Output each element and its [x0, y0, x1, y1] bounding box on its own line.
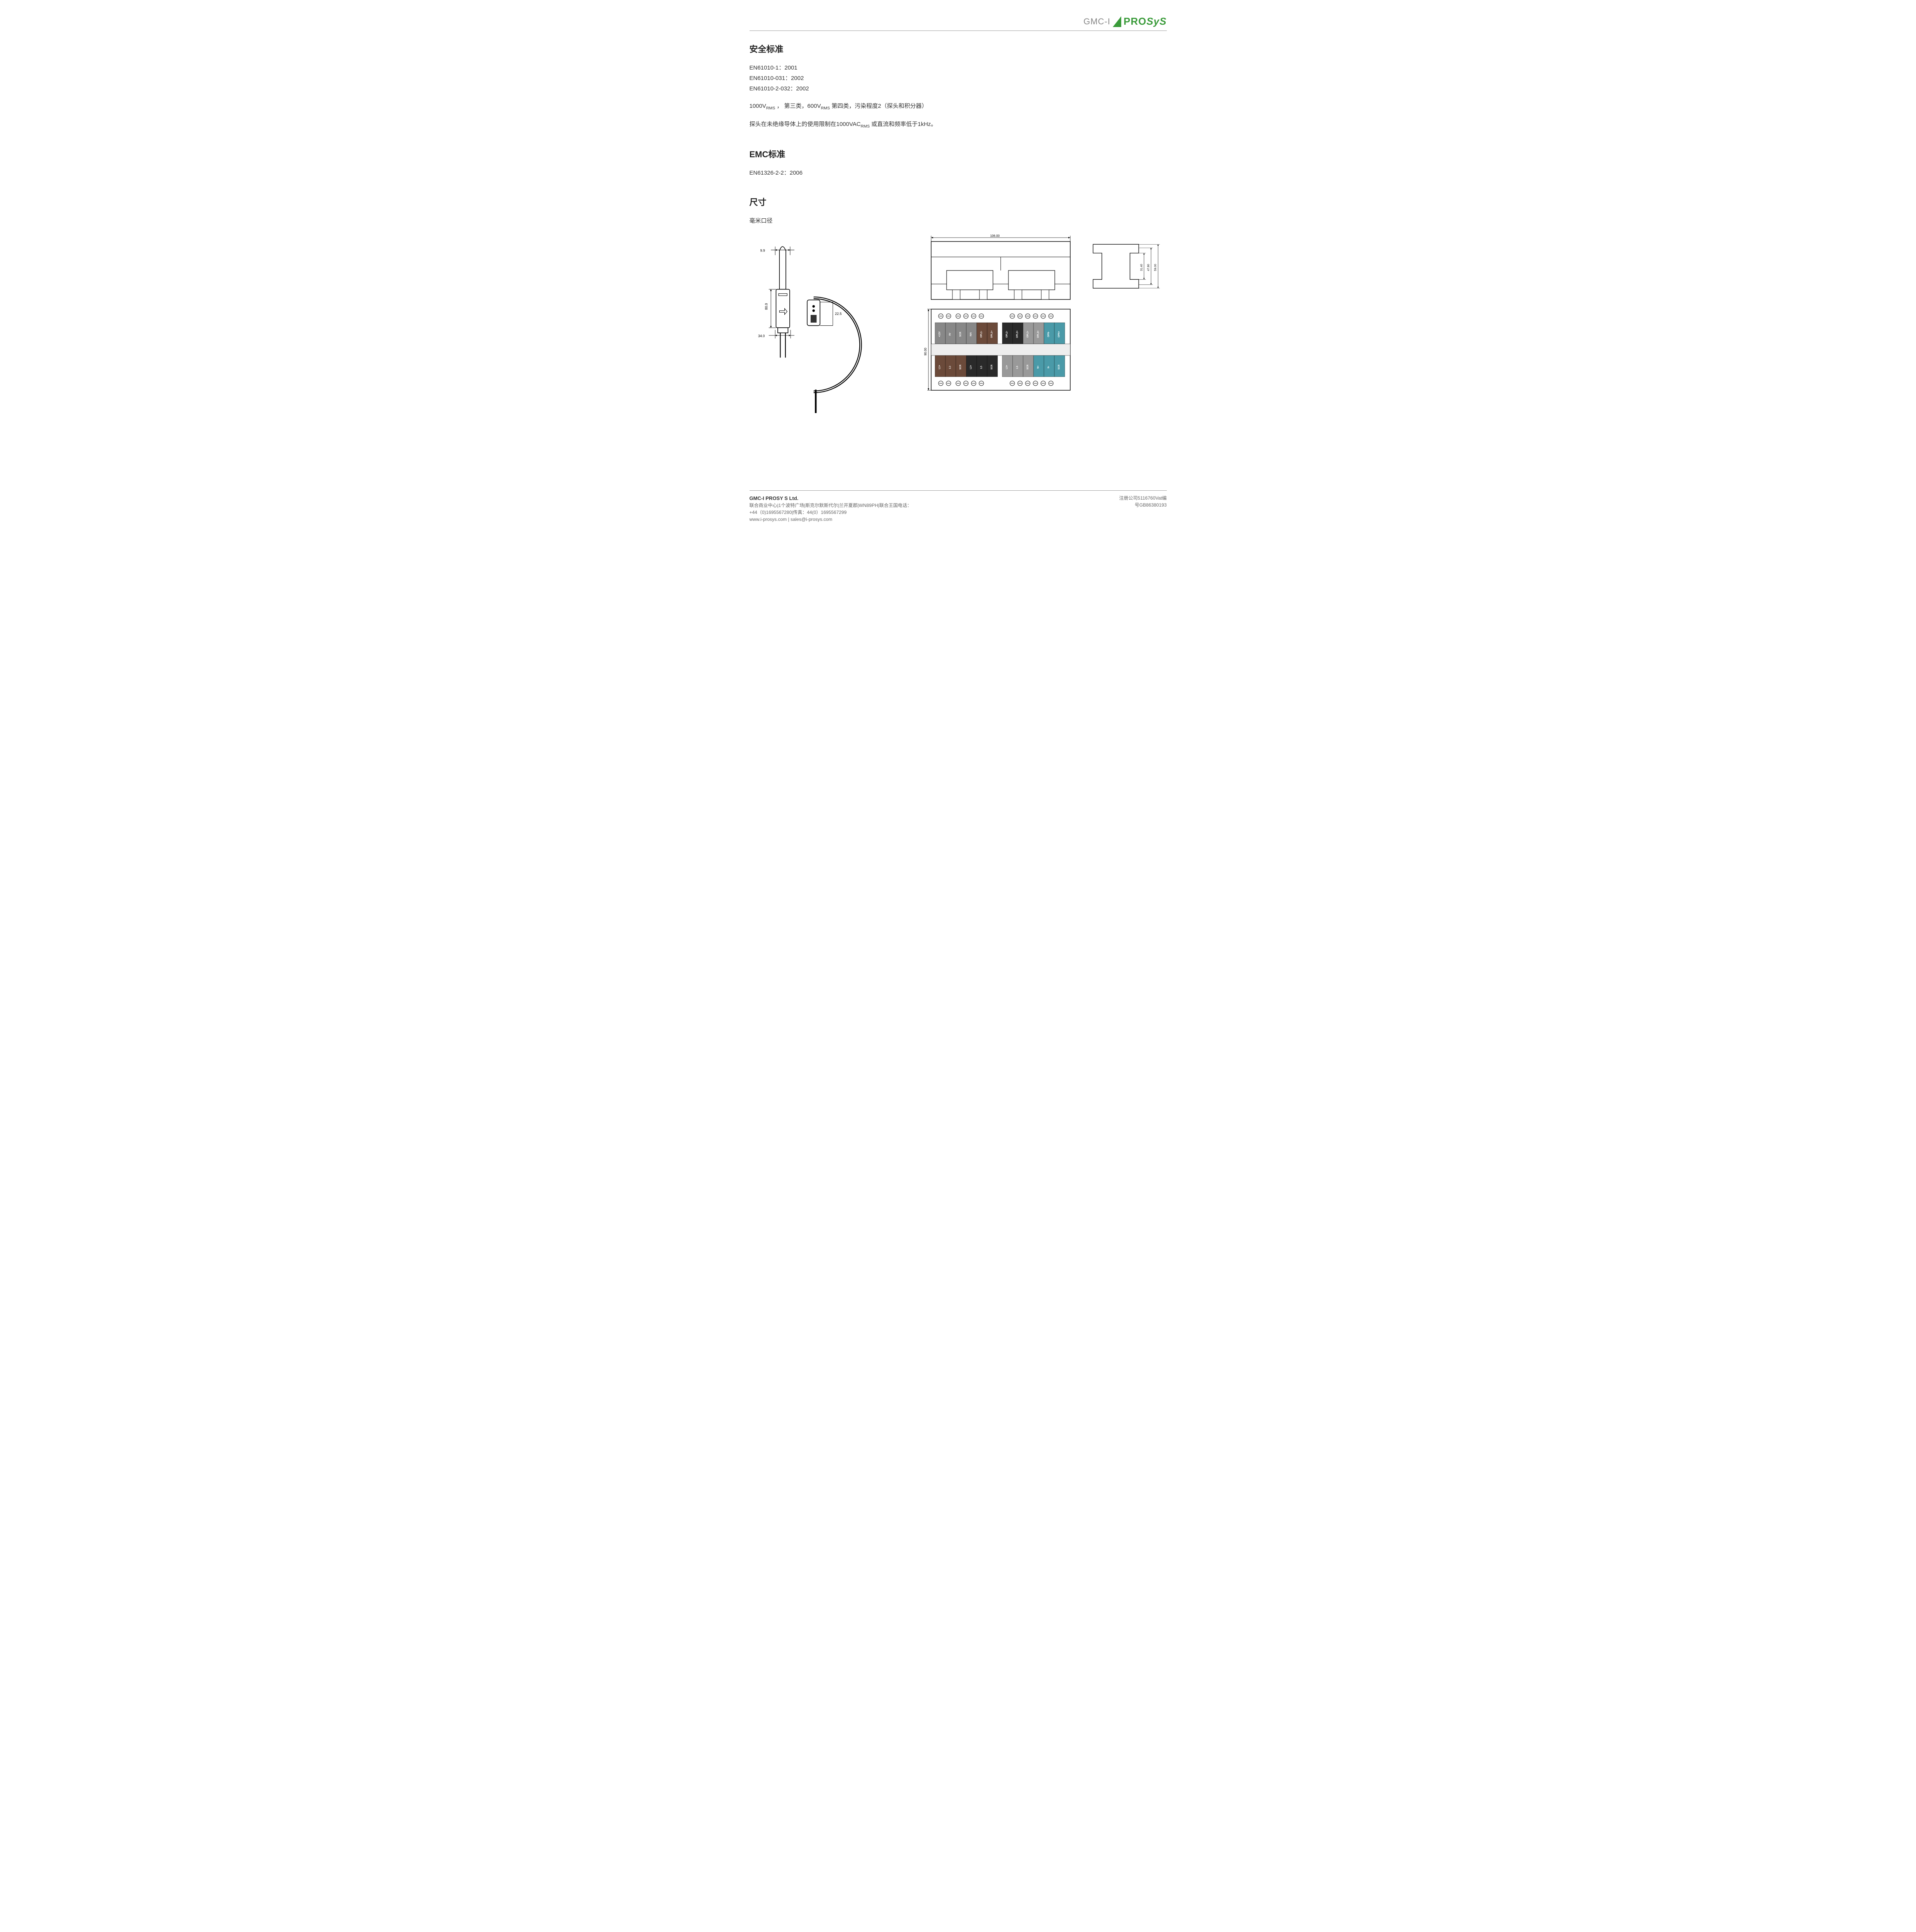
rating-mid: ， 第三类，600V: [775, 103, 821, 109]
safety-usage: 探头在未绝缘导体上的使用限制在1000VACRMS 或直流和频率低于1kHz。: [750, 119, 1167, 130]
dim-top: 9.9: [760, 248, 765, 252]
page-header: GMC-I PROSyS: [750, 15, 1167, 31]
rating-prefix: 1000V: [750, 103, 766, 109]
dim-connector: 22.5: [835, 312, 842, 316]
emc-title: EMC标准: [750, 148, 1167, 160]
logo-pro: PRO: [1124, 15, 1146, 27]
dimensions-section: 尺寸 毫米口径 22.5: [750, 196, 1167, 413]
usage-suffix: 或直流和频率低于1kHz。: [870, 121, 937, 128]
svg-text:OPN+: OPN+: [1058, 331, 1060, 337]
footer-right: 注册公司5116760Vat编 号GB86380193: [1119, 495, 1167, 523]
dim-module-width: 106.00: [990, 234, 1000, 238]
svg-text:N/A: N/A: [970, 332, 972, 336]
footer-reg1: 注册公司5116760Vat编: [1119, 495, 1167, 502]
diagram-row: 22.5 9.9: [750, 234, 1167, 413]
svg-text:OPN-: OPN-: [1047, 331, 1050, 337]
svg-text:L2-: L2-: [980, 365, 983, 369]
footer-phone: +44（0)1695567280|传真：44(0）1695567299: [750, 509, 912, 516]
svg-text:N-: N-: [1047, 366, 1050, 368]
safety-line-1: EN61010-1：2001: [750, 63, 1167, 73]
footer-left: GMC-I PROSY S Ltd. 联合商业中心|1个波特广场|斯克尔默斯代尔…: [750, 495, 912, 523]
rating-sub2: RMS: [821, 106, 830, 111]
safety-section: 安全标准 EN61010-1：2001 EN61010-031：2002 EN6…: [750, 43, 1167, 130]
probe-diagram: 22.5 9.9: [750, 234, 912, 413]
emc-line: EN61326-2-2：2006: [750, 168, 1167, 178]
svg-text:OPL3-: OPL3-: [1027, 331, 1029, 338]
safety-rating: 1000VRMS ， 第三类，600VRMS 第四类，污染程度2（探头和积分器）: [750, 101, 1167, 112]
usage-prefix: 探头在未绝缘导体上的使用限制在1000VAC: [750, 121, 861, 128]
dim-base: 34.0: [758, 334, 765, 338]
module-diagram: 106.00: [920, 234, 1082, 404]
svg-text:SCR: SCR: [1058, 364, 1060, 369]
svg-text:L3+: L3+: [1006, 365, 1008, 369]
svg-text:L3-: L3-: [1016, 365, 1018, 369]
dim-title: 尺寸: [750, 196, 1167, 208]
safety-line-2: EN61010-031：2002: [750, 73, 1167, 83]
logo-triangle-icon: [1113, 16, 1121, 27]
dim-side-2: 47.80: [1146, 264, 1150, 271]
svg-text:L1+: L1+: [938, 365, 941, 369]
dim-module-height: 90.00: [924, 347, 927, 355]
svg-text:L1-: L1-: [949, 365, 951, 369]
emc-section: EMC标准 EN61326-2-2：2006: [750, 148, 1167, 178]
svg-text:OPL2-: OPL2-: [1006, 331, 1008, 338]
dim-side-3: 59.00: [1153, 264, 1157, 271]
rating-suffix: 第四类，污染程度2（探头和积分器）: [830, 103, 928, 109]
svg-text:OPL2+: OPL2+: [1016, 330, 1018, 338]
usage-sub: RMS: [861, 124, 870, 129]
logo-prosys-text: PROSyS: [1124, 15, 1167, 27]
dim-height: 80.0: [764, 303, 768, 310]
svg-text:SCR: SCR: [1027, 364, 1029, 369]
safety-title: 安全标准: [750, 43, 1167, 55]
logo-gmc-text: GMC-I: [1083, 17, 1110, 27]
svg-text:0V: 0V: [949, 333, 951, 335]
side-diagram: 31.40 47.80 59.00: [1090, 234, 1167, 304]
dim-side-1: 31.40: [1139, 264, 1143, 271]
svg-text:OPL1-: OPL1-: [980, 331, 983, 338]
page-footer: GMC-I PROSY S Ltd. 联合商业中心|1个波特广场|斯克尔默斯代尔…: [750, 490, 1167, 523]
svg-text:N+: N+: [1037, 365, 1039, 368]
svg-text:+12V: +12V: [938, 332, 941, 337]
footer-reg2: 号GB86380193: [1119, 502, 1167, 509]
dim-subtitle: 毫米口径: [750, 216, 1167, 226]
svg-text:OPL1+: OPL1+: [991, 330, 993, 338]
svg-text:SCR: SCR: [959, 332, 962, 337]
logo-sys: SyS: [1146, 15, 1166, 27]
svg-text:SCR: SCR: [959, 364, 962, 369]
svg-text:L2+: L2+: [970, 365, 972, 369]
footer-address: 联合商业中心|1个波特广场|斯克尔默斯代尔|兰开夏郡|WN89PH|联合王国电话…: [750, 502, 912, 509]
rating-sub1: RMS: [766, 106, 775, 111]
footer-company: GMC-I PROSY S Ltd.: [750, 495, 912, 502]
footer-web: www.i-prosys.com | sales@i-prosys.com: [750, 516, 912, 523]
safety-line-3: EN61010-2-032：2002: [750, 83, 1167, 94]
svg-text:OPL3+: OPL3+: [1037, 330, 1039, 338]
svg-text:SCR: SCR: [991, 364, 993, 369]
